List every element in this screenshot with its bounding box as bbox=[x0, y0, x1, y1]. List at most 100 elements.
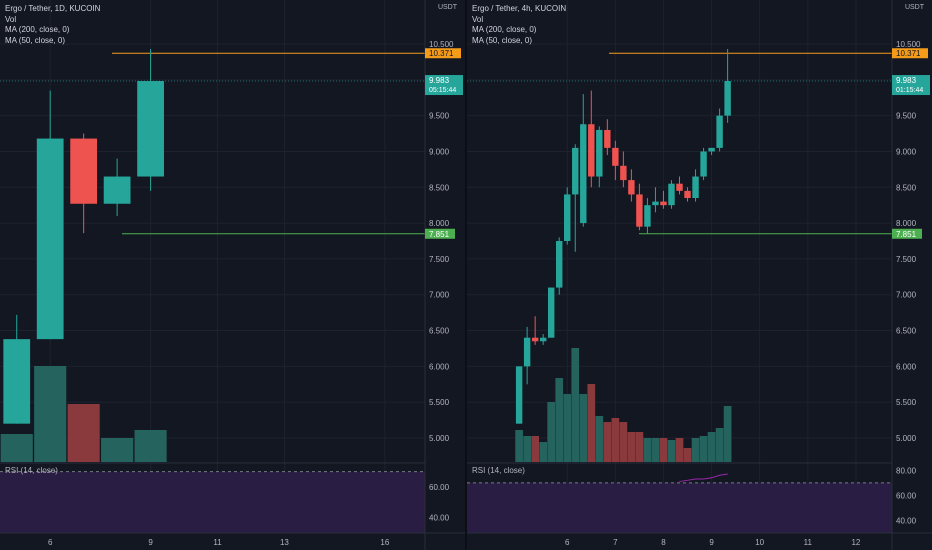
candle-body bbox=[692, 176, 699, 199]
rsi-line bbox=[679, 473, 728, 483]
rsi-tick-label: 80.00 bbox=[896, 466, 917, 475]
time-tick-label: 13 bbox=[280, 538, 289, 547]
price-tick-label: 5.000 bbox=[896, 434, 917, 443]
legend-symbol: Ergo / Tether, 1D, KUCOIN bbox=[5, 4, 101, 13]
candle-body bbox=[547, 287, 555, 338]
volume-bar bbox=[635, 432, 644, 462]
volume-bar bbox=[683, 448, 692, 462]
last-price-badge bbox=[425, 75, 463, 96]
candle-body bbox=[620, 165, 627, 181]
volume-bar bbox=[699, 436, 708, 462]
candle-body bbox=[564, 194, 571, 241]
legend-volume: Vol bbox=[472, 14, 484, 24]
volume-bar bbox=[595, 416, 604, 462]
chart-pane-4h[interactable]: 10.500 9.500 9.000 8.500 8.000 7.500 7.000 6.50… bbox=[467, 0, 932, 550]
price-tick-label: 9.000 bbox=[429, 147, 450, 156]
candle-body bbox=[668, 183, 675, 206]
candlestick-chart-4h[interactable]: 10.500 9.500 9.000 8.500 8.000 7.500 7.000 6.50… bbox=[467, 0, 932, 550]
volume-bar bbox=[627, 432, 636, 462]
rsi-band bbox=[0, 471, 425, 533]
rsi-label: RSI (14, close) bbox=[5, 466, 58, 475]
candle-body bbox=[660, 201, 667, 206]
candle-body bbox=[708, 147, 715, 152]
time-tick-label: 7 bbox=[613, 538, 618, 547]
rsi-tick-label: 40.00 bbox=[896, 516, 917, 525]
candle-body bbox=[137, 81, 164, 177]
time-tick-label: 6 bbox=[565, 538, 570, 547]
high-price-badge bbox=[425, 48, 461, 59]
volume-bar bbox=[651, 438, 660, 462]
volume-bar bbox=[587, 384, 596, 462]
price-tick-label: 8.000 bbox=[429, 219, 450, 228]
price-tick-label: 7.500 bbox=[429, 255, 450, 264]
volume-bar bbox=[134, 430, 167, 462]
volume-bar bbox=[547, 402, 556, 462]
last-price-badge-label: 9.983 bbox=[896, 76, 917, 85]
volume-bar bbox=[603, 422, 612, 462]
high-price-badge-label: 10.371 bbox=[896, 49, 921, 58]
low-price-badge bbox=[425, 228, 455, 239]
price-tick-label: 5.500 bbox=[429, 398, 450, 407]
price-tick-label: 6.000 bbox=[896, 362, 917, 371]
legend-ma50: MA (50, close, 0) bbox=[5, 35, 66, 45]
candle-body bbox=[588, 124, 595, 177]
bar-countdown-label: 05:15:44 bbox=[429, 87, 456, 94]
candle-body bbox=[556, 241, 563, 288]
high-price-badge-label: 10.371 bbox=[429, 49, 454, 58]
candle-body bbox=[716, 115, 723, 148]
legend-volume: Vol bbox=[5, 14, 17, 24]
volume-bar bbox=[659, 438, 668, 462]
rsi-tick-label: 60.00 bbox=[896, 491, 917, 500]
price-tick-label: 5.500 bbox=[896, 398, 917, 407]
volume-bar bbox=[555, 378, 564, 462]
volume-bar bbox=[715, 428, 724, 462]
volume-bar bbox=[579, 394, 588, 462]
rsi-tick-label: 60.00 bbox=[429, 483, 450, 492]
chart-legend: Ergo / Tether, 1D, KUCOIN Vol MA (200, c… bbox=[5, 4, 100, 46]
candle-body bbox=[70, 138, 98, 204]
candlestick-chart-1d[interactable]: 10.500 9.500 9.000 8.500 8.000 7.500 7.000 6.50… bbox=[0, 0, 465, 550]
candle-body bbox=[580, 124, 587, 224]
last-price-badge bbox=[892, 75, 930, 96]
volume-bar bbox=[523, 436, 531, 462]
chart-pane-1d[interactable]: 10.500 9.500 9.000 8.500 8.000 7.500 7.000 6.50… bbox=[0, 0, 465, 550]
candle-body bbox=[103, 176, 131, 204]
volume-bar bbox=[0, 434, 33, 462]
price-tick-label: 8.500 bbox=[896, 183, 917, 192]
volume-bar bbox=[619, 422, 628, 462]
candle-body bbox=[684, 190, 691, 199]
low-price-badge-label: 7.851 bbox=[896, 230, 917, 239]
volume-bar bbox=[563, 394, 572, 462]
price-tick-label: 6.500 bbox=[429, 327, 450, 336]
candle-body bbox=[596, 129, 603, 177]
price-tick-label: 5.000 bbox=[429, 434, 450, 443]
volume-bar bbox=[643, 438, 652, 462]
candle-body bbox=[612, 147, 619, 166]
volume-bar bbox=[571, 348, 580, 462]
currency-label: USDT bbox=[437, 4, 457, 11]
volume-bar bbox=[531, 436, 540, 462]
low-price-badge bbox=[892, 228, 922, 239]
volume-bar bbox=[667, 440, 676, 462]
candle-body bbox=[523, 337, 531, 367]
time-tick-label: 16 bbox=[380, 538, 389, 547]
price-tick-label: 7.000 bbox=[429, 291, 450, 300]
candle-body bbox=[3, 339, 31, 424]
pane-divider[interactable] bbox=[465, 0, 467, 550]
legend-ma50: MA (50, close, 0) bbox=[472, 35, 533, 45]
volume-bar bbox=[691, 438, 700, 462]
volume-bar bbox=[34, 366, 67, 462]
time-tick-label: 12 bbox=[851, 538, 860, 547]
price-tick-label: 6.500 bbox=[896, 327, 917, 336]
time-tick-label: 11 bbox=[213, 538, 222, 547]
chart-background bbox=[467, 0, 932, 550]
volume-bar bbox=[539, 442, 548, 462]
candle-body bbox=[539, 337, 547, 342]
candle-body bbox=[572, 147, 579, 195]
candle-body bbox=[636, 194, 643, 227]
legend-ma200: MA (200, close, 0) bbox=[5, 25, 70, 34]
candle-body bbox=[531, 337, 539, 342]
price-tick-label: 10.500 bbox=[429, 40, 454, 49]
chart-legend: Ergo / Tether, 4h, KUCOIN Vol MA (200, c… bbox=[472, 4, 566, 46]
price-tick-label: 10.500 bbox=[896, 40, 921, 49]
